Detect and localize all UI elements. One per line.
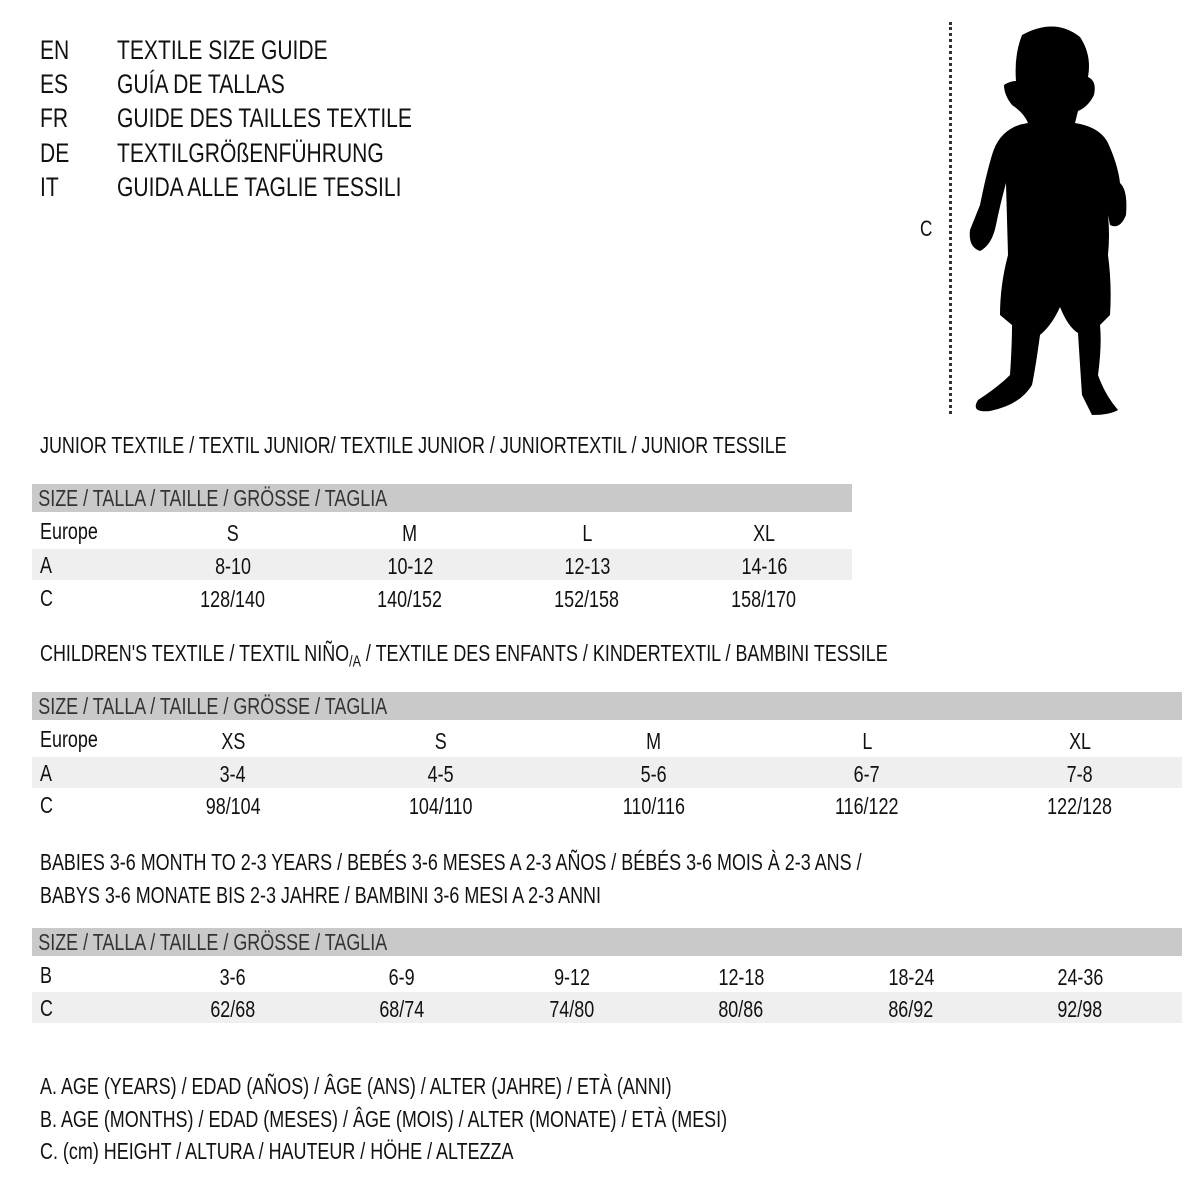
height-label: C xyxy=(920,216,933,241)
lang-title-it: GUIDA ALLE TAGLIE TESSILI xyxy=(117,172,402,202)
table-cell: 6-9 xyxy=(389,964,415,990)
table-cell: XS xyxy=(221,728,245,754)
lang-title-fr: GUIDE DES TAILLES TEXTILE xyxy=(117,103,412,133)
table-cell: L xyxy=(862,728,872,754)
lang-title-en: TEXTILE SIZE GUIDE xyxy=(117,35,328,65)
row-label: C xyxy=(40,792,53,818)
table-cell: 80/86 xyxy=(718,996,764,1022)
legend-c: C. (cm) HEIGHT / ALTURA / HAUTEUR / HÖHE… xyxy=(40,1138,514,1164)
table-cell: 9-12 xyxy=(554,964,590,990)
table-cell: 122/128 xyxy=(1047,793,1113,819)
lang-code-fr: FR xyxy=(40,103,69,133)
lang-code-de: DE xyxy=(40,138,70,168)
children-size-header: SIZE / TALLA / TAILLE / GRÖSSE / TAGLIA xyxy=(32,692,1182,720)
table-cell: 140/152 xyxy=(377,586,443,612)
legend-a: A. AGE (YEARS) / EDAD (AÑOS) / ÂGE (ANS)… xyxy=(40,1073,672,1099)
lang-code-it: IT xyxy=(40,172,59,202)
table-cell: 12-18 xyxy=(718,964,764,990)
table-cell: XL xyxy=(1069,728,1091,754)
row-label: Europe xyxy=(40,518,98,544)
table-cell: 110/116 xyxy=(622,793,686,819)
table-cell: 62/68 xyxy=(210,996,256,1022)
children-heading: CHILDREN'S TEXTILE / TEXTIL NIÑO/A / TEX… xyxy=(40,640,888,671)
table-cell: 6-7 xyxy=(854,761,880,787)
babies-row-bg xyxy=(32,992,1182,1023)
row-label: A xyxy=(40,760,52,786)
child-silhouette-icon xyxy=(969,26,1127,415)
table-cell: 10-12 xyxy=(387,553,433,579)
table-cell: 98/104 xyxy=(205,793,261,819)
row-label: C xyxy=(40,585,53,611)
junior-heading: JUNIOR TEXTILE / TEXTIL JUNIOR/ TEXTILE … xyxy=(40,432,787,458)
lang-code-es: ES xyxy=(40,69,69,99)
table-cell: 128/140 xyxy=(200,586,266,612)
row-label: A xyxy=(40,552,52,578)
table-cell: 152/158 xyxy=(554,586,620,612)
babies-size-header: SIZE / TALLA / TAILLE / GRÖSSE / TAGLIA xyxy=(32,928,1182,956)
table-cell: 5-6 xyxy=(641,761,667,787)
table-cell: 116/122 xyxy=(835,793,899,819)
table-cell: XL xyxy=(753,520,775,546)
babies-heading-line1: BABIES 3-6 MONTH TO 2-3 YEARS / BEBÉS 3-… xyxy=(40,849,862,875)
table-cell: 18-24 xyxy=(888,964,934,990)
babies-heading-line2: BABYS 3-6 MONATE BIS 2-3 JAHRE / BAMBINI… xyxy=(40,882,601,908)
table-cell: 68/74 xyxy=(379,996,425,1022)
junior-row-bg xyxy=(32,549,852,580)
row-label: Europe xyxy=(40,726,98,752)
table-cell: 24-36 xyxy=(1057,964,1103,990)
junior-size-header: SIZE / TALLA / TAILLE / GRÖSSE / TAGLIA xyxy=(32,484,852,512)
row-label: C xyxy=(40,995,53,1021)
children-row-bg xyxy=(32,757,1182,788)
table-cell: 158/170 xyxy=(731,586,797,612)
table-cell: 3-6 xyxy=(220,964,246,990)
legend-b: B. AGE (MONTHS) / EDAD (MESES) / ÂGE (MO… xyxy=(40,1106,728,1132)
row-label: B xyxy=(40,962,52,988)
table-cell: 8-10 xyxy=(215,553,251,579)
table-cell: 7-8 xyxy=(1067,761,1093,787)
table-cell: 12-13 xyxy=(564,553,610,579)
table-cell: 86/92 xyxy=(888,996,934,1022)
table-cell: L xyxy=(582,520,592,546)
table-cell: M xyxy=(646,728,662,754)
table-cell: S xyxy=(435,728,447,754)
table-cell: 4-5 xyxy=(428,761,454,787)
table-cell: S xyxy=(227,520,239,546)
height-measure-line xyxy=(949,22,952,414)
table-cell: 14-16 xyxy=(741,553,787,579)
lang-title-de: TEXTILGRÖßENFÜHRUNG xyxy=(117,138,384,168)
table-cell: M xyxy=(402,520,418,546)
table-cell: 74/80 xyxy=(549,996,595,1022)
table-cell: 3-4 xyxy=(220,761,246,787)
lang-title-es: GUÍA DE TALLAS xyxy=(117,69,285,99)
lang-code-en: EN xyxy=(40,35,70,65)
table-cell: 92/98 xyxy=(1057,996,1103,1022)
table-cell: 104/110 xyxy=(409,793,473,819)
